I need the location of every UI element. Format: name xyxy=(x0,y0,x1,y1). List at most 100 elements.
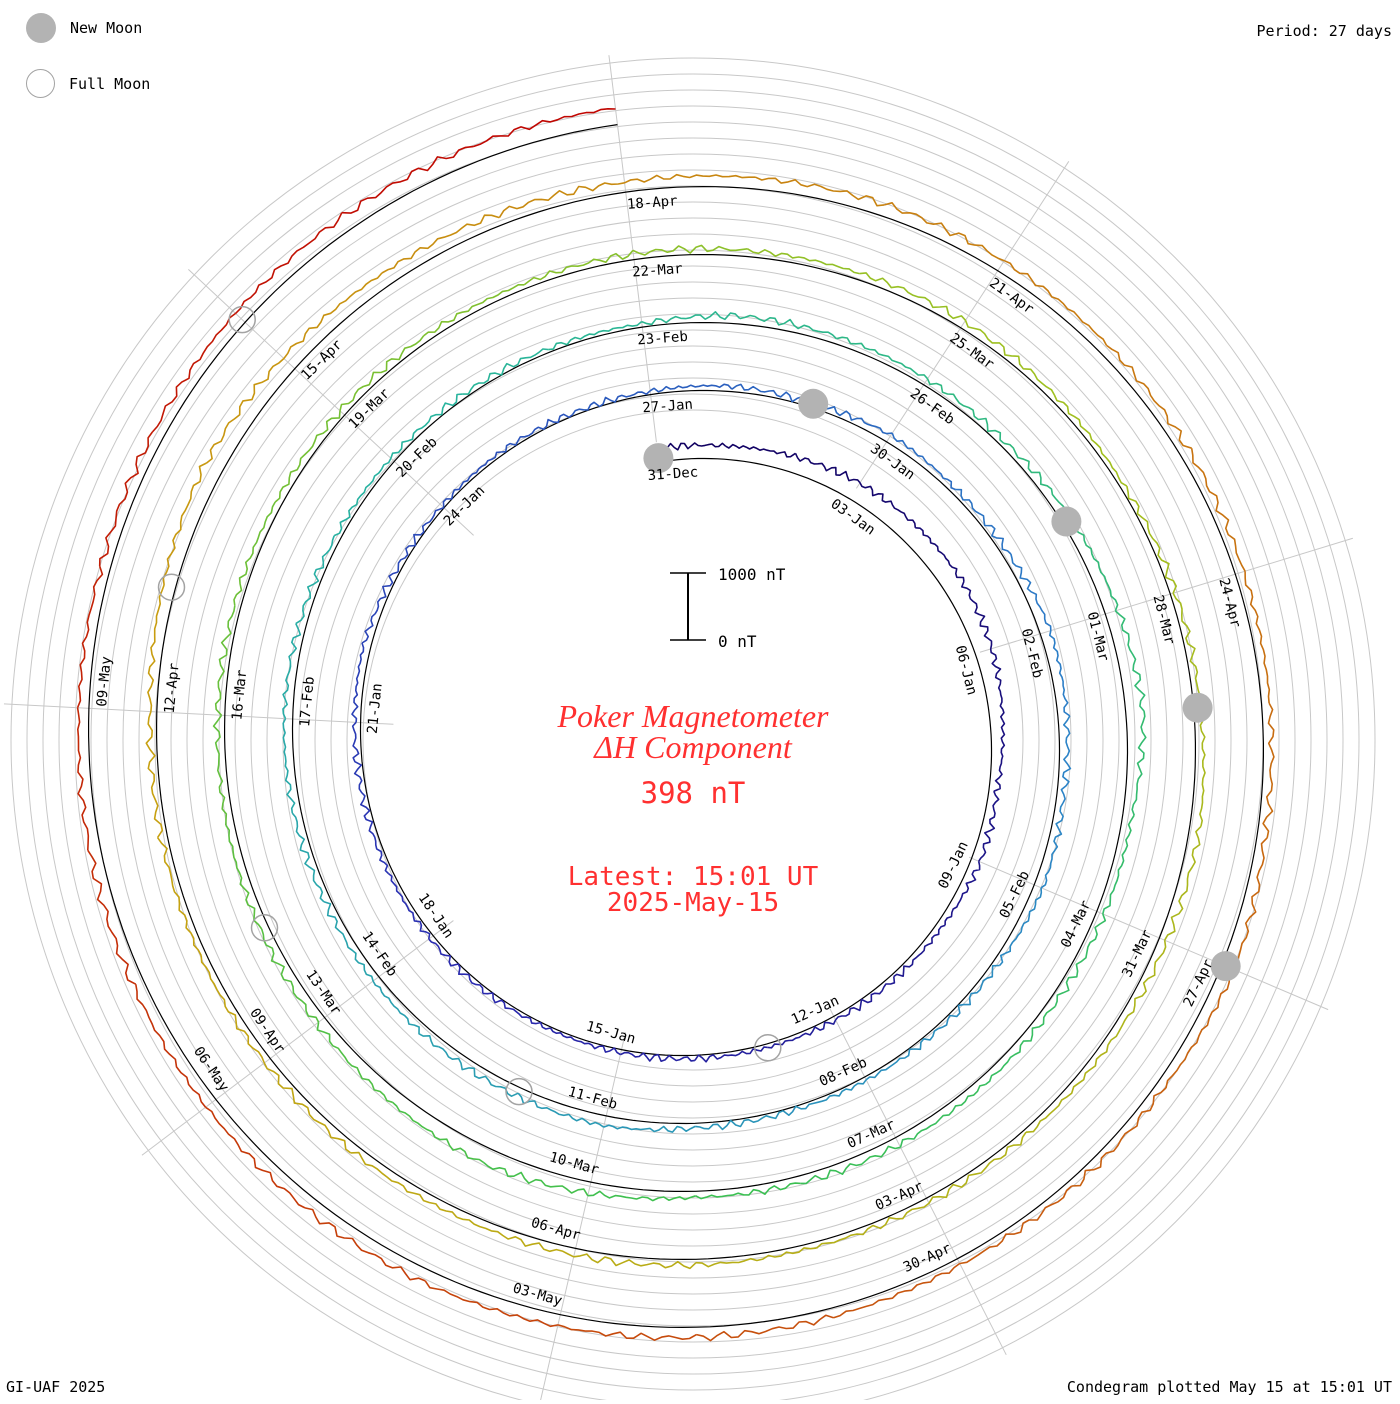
trace-segment xyxy=(632,244,748,256)
date-spoke xyxy=(141,920,454,1156)
trace-segment xyxy=(156,837,202,956)
grid-ring xyxy=(170,217,1216,1263)
footer-credit: GI-UAF 2025 xyxy=(6,1378,106,1396)
grid-ring xyxy=(106,153,1280,1327)
trace-segment xyxy=(884,202,1005,262)
data-trace xyxy=(76,108,1275,1342)
trace-segment xyxy=(381,214,500,274)
new-moon-marker xyxy=(1210,951,1241,982)
period-label: Period: 27 days xyxy=(1256,22,1392,40)
trace-segment xyxy=(483,1161,589,1197)
new-moon-icon xyxy=(26,13,56,43)
trace-segment xyxy=(351,721,366,801)
trace-segment xyxy=(145,711,164,839)
trace-segment xyxy=(1114,610,1146,712)
trace-segment xyxy=(955,488,1012,555)
trace-segment xyxy=(501,413,573,453)
trace-segment xyxy=(212,714,228,826)
trace-segment xyxy=(274,410,341,503)
grid-ring xyxy=(138,185,1248,1295)
grid-ring xyxy=(186,233,1200,1247)
new-moon-label: New Moon xyxy=(70,19,143,37)
trace-segment xyxy=(964,320,1056,396)
trace-segment xyxy=(755,176,885,207)
trace-segment xyxy=(392,1101,485,1164)
date-spoke xyxy=(539,1032,627,1404)
date-label: 28-Mar xyxy=(1150,593,1178,646)
trace-segment xyxy=(1003,442,1072,520)
trace-segment xyxy=(397,506,445,573)
trace-segment xyxy=(1102,814,1135,915)
date-label: 26-Feb xyxy=(907,386,957,429)
trace-segment xyxy=(694,1046,768,1063)
date-spokes xyxy=(3,55,1353,1404)
trace-segment xyxy=(200,955,266,1064)
trace-segment xyxy=(424,1280,559,1328)
trace-segment xyxy=(98,431,154,567)
new-moon-marker xyxy=(1182,692,1213,723)
trace-segment xyxy=(1233,837,1268,971)
grid-ring xyxy=(58,105,1328,1375)
trace-segment xyxy=(859,482,917,528)
trace-segment xyxy=(498,182,625,219)
trace-segment xyxy=(295,535,335,625)
grid-ring xyxy=(266,313,1120,1167)
trace-segment xyxy=(557,1324,697,1341)
trace-segment xyxy=(333,457,392,537)
trace-segment xyxy=(1244,571,1271,704)
date-label: 04-Mar xyxy=(1058,898,1094,951)
baseline-spiral xyxy=(88,124,1264,1329)
date-label: 03-Jan xyxy=(828,496,878,539)
trace-segment xyxy=(816,1202,930,1249)
scale-bar: 1000 nT 0 nT xyxy=(670,565,786,651)
new-moon-marker xyxy=(1051,506,1082,537)
trace-segment xyxy=(291,812,325,903)
trace-segment xyxy=(1003,259,1108,346)
trace-segment xyxy=(282,718,296,814)
trace-segment xyxy=(915,527,965,582)
trace-segment xyxy=(1131,710,1147,816)
date-label: 12-Apr xyxy=(162,662,183,714)
chart-title-line1: Poker Magnetometer xyxy=(556,698,829,734)
trace-segment xyxy=(214,605,236,716)
full-moon-marker xyxy=(228,305,256,334)
trace-segment xyxy=(351,642,365,723)
trace-segment xyxy=(87,849,137,985)
grid-ring xyxy=(42,89,1344,1391)
trace-segment xyxy=(1172,592,1202,708)
full-moon-label: Full Moon xyxy=(69,74,151,93)
date-label: 06-Apr xyxy=(529,1215,582,1244)
trace-segment xyxy=(891,432,956,491)
trace-segment xyxy=(1060,715,1072,804)
date-label: 02-Feb xyxy=(1018,627,1046,680)
full-moon-marker xyxy=(157,573,186,601)
trace-segment xyxy=(162,462,207,586)
trace-segment xyxy=(641,311,741,326)
trace-segment xyxy=(649,383,733,393)
trace-segment xyxy=(361,571,399,644)
trace-segment xyxy=(695,1247,817,1268)
trace-segment xyxy=(959,1185,1073,1265)
trace-segment xyxy=(1190,448,1246,572)
baseline-path xyxy=(88,124,1264,1329)
trace-segment xyxy=(1054,913,1107,1007)
trace-segment xyxy=(624,173,756,184)
date-label: 23-Feb xyxy=(637,329,689,349)
trace-segment xyxy=(993,719,1006,792)
trace-segment xyxy=(387,872,431,940)
date-label: 09-May xyxy=(94,656,115,708)
date-label: 15-Jan xyxy=(584,1018,637,1047)
grid-ring xyxy=(218,265,1168,1215)
date-label: 01-Mar xyxy=(1084,610,1112,663)
trace-segment xyxy=(1071,1087,1167,1187)
trace-segment xyxy=(695,1109,784,1131)
date-label: 20-Feb xyxy=(393,434,440,481)
trace-segment xyxy=(523,249,634,286)
trace-segment xyxy=(696,1314,834,1342)
date-spoke xyxy=(188,269,474,536)
date-label: 24-Apr xyxy=(1215,576,1243,629)
legend-new-moon: New Moon xyxy=(26,13,142,43)
trace-segment xyxy=(1049,630,1071,717)
